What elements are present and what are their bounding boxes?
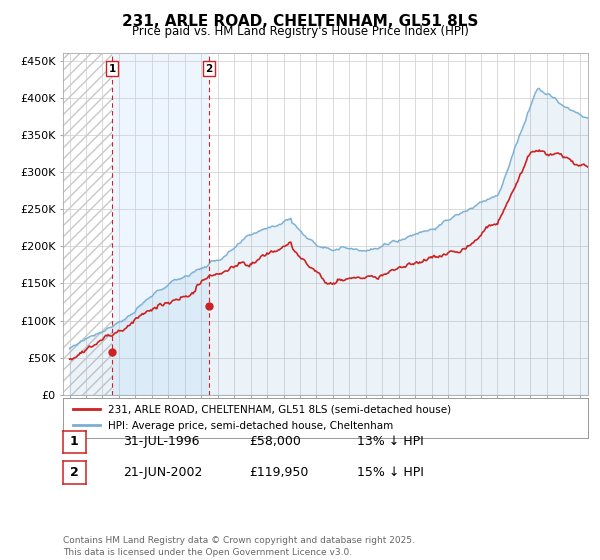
Text: Contains HM Land Registry data © Crown copyright and database right 2025.
This d: Contains HM Land Registry data © Crown c… (63, 536, 415, 557)
Text: 31-JUL-1996: 31-JUL-1996 (123, 435, 199, 449)
Text: £58,000: £58,000 (249, 435, 301, 449)
Bar (63, 53, 112, 395)
Text: 2: 2 (70, 466, 79, 479)
Text: 231, ARLE ROAD, CHELTENHAM, GL51 8LS: 231, ARLE ROAD, CHELTENHAM, GL51 8LS (122, 14, 478, 29)
Legend: 231, ARLE ROAD, CHELTENHAM, GL51 8LS (semi-detached house), HPI: Average price, : 231, ARLE ROAD, CHELTENHAM, GL51 8LS (se… (73, 405, 451, 431)
Text: 21-JUN-2002: 21-JUN-2002 (123, 466, 202, 479)
Text: Price paid vs. HM Land Registry's House Price Index (HPI): Price paid vs. HM Land Registry's House … (131, 25, 469, 38)
Text: 2: 2 (205, 64, 212, 73)
Text: 1: 1 (109, 64, 116, 73)
Text: 13% ↓ HPI: 13% ↓ HPI (357, 435, 424, 449)
Text: £119,950: £119,950 (249, 466, 308, 479)
Bar (112, 53, 209, 395)
Text: 15% ↓ HPI: 15% ↓ HPI (357, 466, 424, 479)
Text: 1: 1 (70, 435, 79, 449)
